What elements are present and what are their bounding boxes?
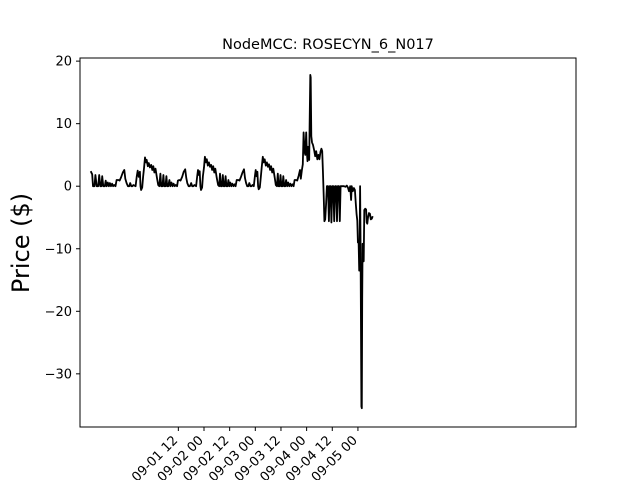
y-tick-label: 20 bbox=[55, 55, 72, 70]
y-tick-label: −20 bbox=[45, 305, 72, 320]
y-tick-label: 10 bbox=[55, 117, 72, 132]
series-line-0 bbox=[89, 74, 374, 410]
y-tick-label: 0 bbox=[64, 180, 72, 195]
axes-frame bbox=[79, 57, 577, 428]
y-tick-label: −30 bbox=[45, 367, 72, 382]
y-tick-label: −10 bbox=[45, 242, 72, 257]
chart-title: NodeMCC: ROSECYN_6_N017 bbox=[222, 37, 434, 53]
y-axis-label: Price ($) bbox=[7, 193, 35, 293]
